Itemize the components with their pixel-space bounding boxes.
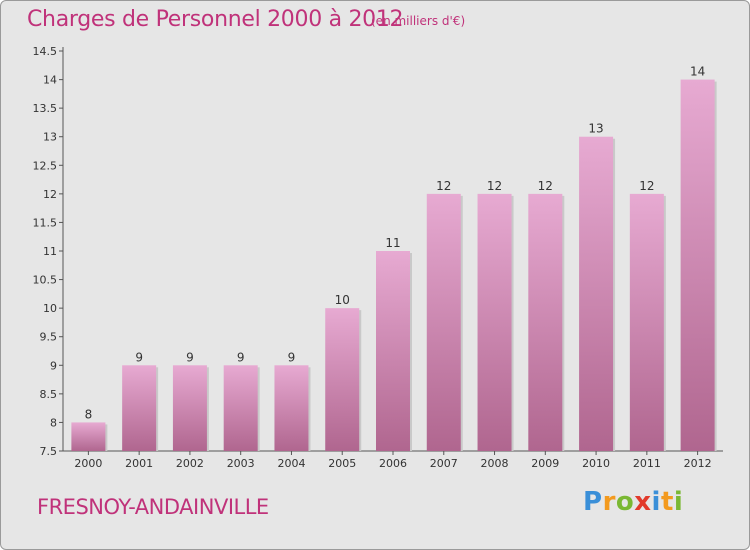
bar <box>629 193 664 451</box>
y-tick-label: 12 <box>43 188 57 201</box>
bar-value-label: 8 <box>85 407 93 421</box>
logo-letter: t <box>660 487 674 517</box>
bar-value-label: 11 <box>385 236 400 250</box>
x-tick-label: 2009 <box>531 457 559 470</box>
x-tick-label: 2003 <box>227 457 255 470</box>
x-tick-label: 2010 <box>582 457 610 470</box>
bar <box>274 365 309 451</box>
y-tick-label: 11.5 <box>33 216 58 229</box>
bar <box>172 365 207 451</box>
x-tick-label: 2006 <box>379 457 407 470</box>
y-tick-label: 13.5 <box>33 102 58 115</box>
bar <box>680 79 715 452</box>
bar <box>325 308 360 451</box>
chart-title: Charges de Personnel 2000 à 2012 <box>27 7 404 32</box>
y-tick-label: 9 <box>50 359 57 372</box>
bar-value-label: 12 <box>538 179 553 193</box>
bar <box>579 136 614 451</box>
y-tick-label: 14.5 <box>33 45 58 58</box>
y-tick-label: 10.5 <box>33 274 58 287</box>
x-tick-label: 2011 <box>633 457 661 470</box>
bar <box>477 193 512 451</box>
x-tick-label: 2008 <box>481 457 509 470</box>
bar <box>71 422 106 451</box>
bar-value-label: 9 <box>186 350 194 364</box>
x-tick-label: 2000 <box>74 457 102 470</box>
logo-letter: o <box>615 487 635 517</box>
logo-letter: i <box>673 487 684 517</box>
y-tick-label: 8 <box>50 416 57 429</box>
bar <box>223 365 258 451</box>
bar <box>528 193 563 451</box>
proxiti-logo[interactable]: Proxiti <box>583 487 683 517</box>
commune-name: FRESNOY-ANDAINVILLE <box>37 495 269 519</box>
x-tick-label: 2007 <box>430 457 458 470</box>
logo-letter: P <box>583 487 603 517</box>
bar-value-label: 12 <box>436 179 451 193</box>
y-tick-label: 8.5 <box>40 388 58 401</box>
x-tick-label: 2001 <box>125 457 153 470</box>
y-tick-label: 13 <box>43 131 57 144</box>
x-tick-label: 2005 <box>328 457 356 470</box>
bar-value-label: 12 <box>639 179 654 193</box>
y-tick-label: 11 <box>43 245 57 258</box>
bar <box>122 365 157 451</box>
x-tick-label: 2002 <box>176 457 204 470</box>
y-tick-label: 9.5 <box>40 331 58 344</box>
bar <box>426 193 461 451</box>
bar-value-label: 9 <box>135 350 143 364</box>
y-tick-label: 7.5 <box>40 445 58 458</box>
bar-value-label: 10 <box>335 293 350 307</box>
y-tick-label: 14 <box>43 74 57 87</box>
bar-value-label: 12 <box>487 179 502 193</box>
bar <box>376 251 410 451</box>
logo-letter: i <box>651 487 661 517</box>
bar-value-label: 14 <box>690 65 705 79</box>
logo-letter: r <box>602 487 616 517</box>
y-tick-label: 10 <box>43 302 57 315</box>
x-tick-label: 2004 <box>277 457 305 470</box>
y-tick-label: 12.5 <box>33 159 58 172</box>
logo-letter: x <box>634 487 652 517</box>
bar-value-label: 9 <box>237 350 245 364</box>
bar-value-label: 9 <box>288 350 296 364</box>
chart-subtitle: (en milliers d'€) <box>371 14 466 28</box>
x-tick-label: 2012 <box>684 457 712 470</box>
bar-value-label: 13 <box>588 122 603 136</box>
